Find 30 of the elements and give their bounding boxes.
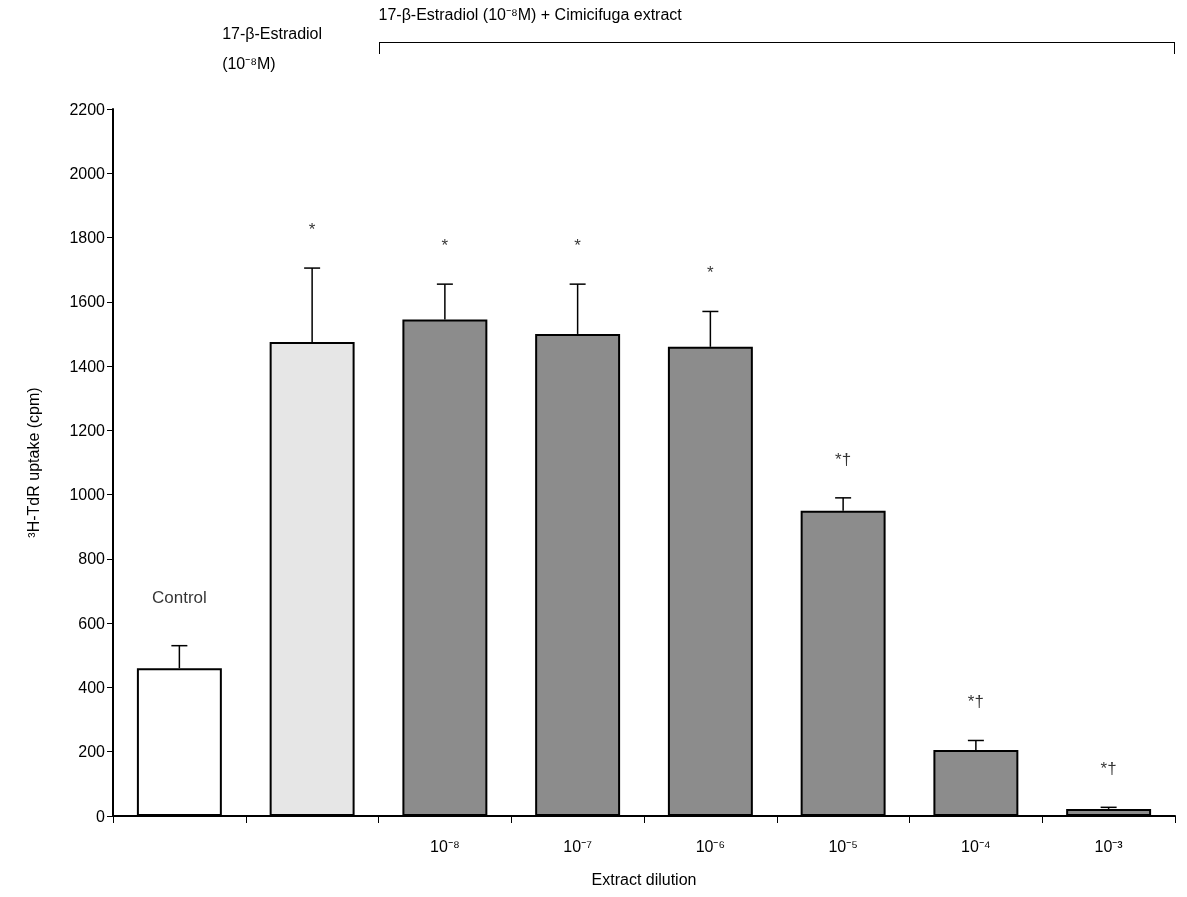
y-tick-label: 1400 (69, 357, 106, 375)
y-tick-label: 2200 (69, 100, 106, 118)
x-tick-label: 10⁻⁶ (695, 837, 726, 855)
y-axis-title: ³H-TdR uptake (cpm) (24, 387, 42, 538)
text: 17-β-Estradiol (10⁻⁸M) (222, 24, 323, 72)
annotation: * (574, 236, 582, 256)
text: 17-β-Estradiol (10⁻⁸M) + Cimicifuga extract (378, 5, 683, 23)
annotation: *† (835, 449, 852, 469)
annotation: *† (1100, 759, 1117, 779)
x-tick-label: 10⁻⁸ (430, 837, 460, 855)
y-tick-label: 2000 (69, 164, 106, 182)
annotation: * (441, 236, 449, 256)
y-tick-label: 1800 (69, 229, 106, 247)
annotation: * (308, 220, 316, 240)
x-axis-title: Extract dilution (591, 870, 697, 888)
y-tick-label: 400 (78, 678, 106, 696)
x-tick-label: 10⁻⁴ (961, 837, 991, 855)
y-tick-label: 0 (96, 807, 106, 825)
y-tick-label: 200 (78, 743, 106, 761)
annotation: Control (151, 587, 207, 607)
x-tick-label: 10⁻⁵ (828, 837, 858, 855)
y-tick-label: 600 (78, 614, 106, 632)
y-tick-label: 800 (78, 550, 106, 568)
x-tick-label: 10⁻³ (1094, 837, 1124, 855)
x-tick-label: 10⁻⁷ (563, 837, 593, 855)
annotation: *† (967, 692, 984, 712)
annotation: * (707, 263, 715, 283)
y-tick-label: 1000 (69, 486, 106, 504)
y-tick-label: 1200 (69, 421, 106, 439)
y-tick-label: 1600 (69, 293, 106, 311)
